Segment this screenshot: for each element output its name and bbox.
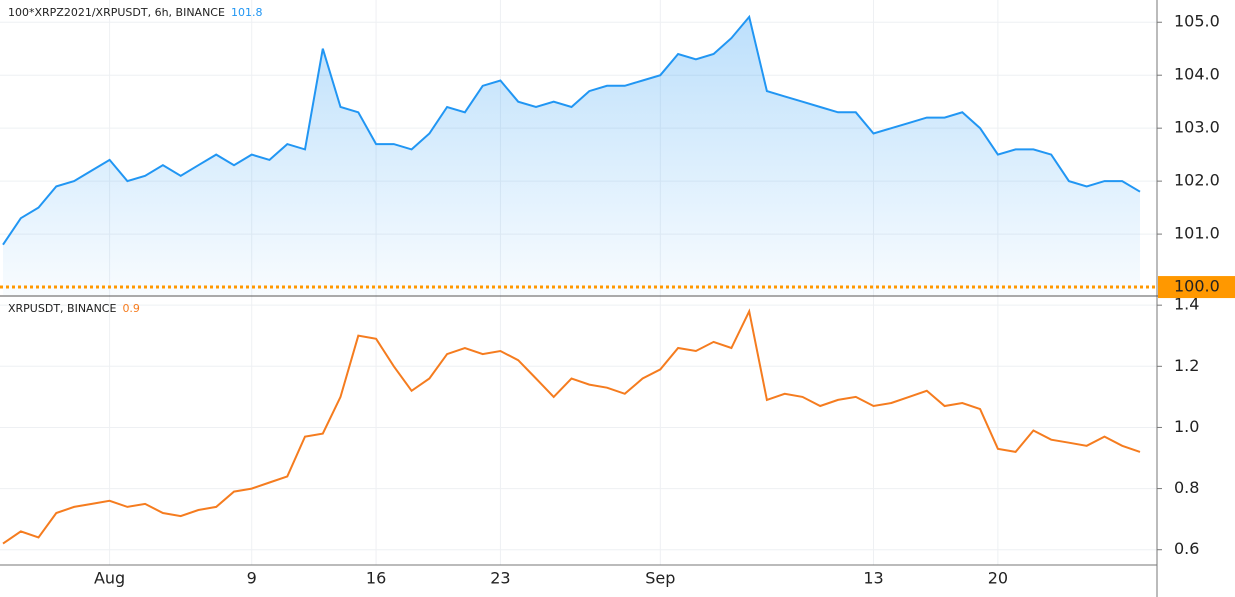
y-tick-label: 1.4 bbox=[1174, 295, 1199, 314]
y-tick-label: 101.0 bbox=[1174, 224, 1220, 243]
line bbox=[2, 308, 1141, 545]
x-tick-label: 16 bbox=[366, 569, 386, 588]
y-tick-label: 1.2 bbox=[1174, 356, 1199, 375]
x-tick-label: 9 bbox=[247, 569, 257, 588]
legend-value: 101.8 bbox=[231, 6, 263, 19]
x-tick-label: 13 bbox=[863, 569, 883, 588]
labels: 101.0 102.0 103.0 104.0 105.0 100.0 100*XRPZ20… bbox=[8, 6, 1235, 588]
baseline-label: 100.0 bbox=[1174, 277, 1220, 296]
legend-title: XRPUSDT, BINANCE bbox=[8, 302, 116, 315]
y-tick-label: 103.0 bbox=[1174, 118, 1220, 137]
legend-value: 0.9 bbox=[122, 302, 140, 315]
y-tick-label: 1.0 bbox=[1174, 417, 1199, 436]
x-tick-label: Sep bbox=[645, 569, 675, 588]
y-tick-label: 105.0 bbox=[1174, 12, 1220, 31]
y-tick-label: 102.0 bbox=[1174, 171, 1220, 190]
legend-title: 100*XRPZ2021/XRPUSDT, 6h, BINANCE bbox=[8, 6, 225, 19]
y-tick-label: 104.0 bbox=[1174, 65, 1220, 84]
marks bbox=[0, 14, 1157, 545]
x-tick-label: 20 bbox=[988, 569, 1008, 588]
x-tick-label: 23 bbox=[490, 569, 510, 588]
area-line bbox=[2, 14, 1141, 246]
y-tick-label: 0.8 bbox=[1174, 478, 1199, 497]
area-fill bbox=[3, 16, 1140, 296]
y-tick-label: 0.6 bbox=[1174, 539, 1199, 558]
x-tick-label: Aug bbox=[94, 569, 125, 588]
baseline-label-box bbox=[1158, 276, 1235, 299]
